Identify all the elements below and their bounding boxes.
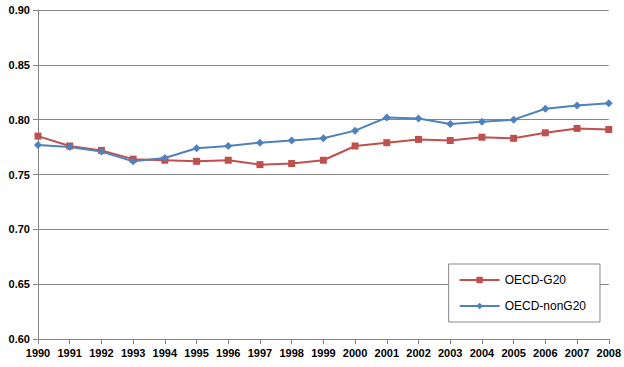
svg-text:2004: 2004 xyxy=(470,347,495,359)
svg-text:1997: 1997 xyxy=(248,347,272,359)
svg-text:1992: 1992 xyxy=(89,347,113,359)
svg-text:0.65: 0.65 xyxy=(9,278,30,290)
svg-text:2006: 2006 xyxy=(533,347,557,359)
svg-text:1995: 1995 xyxy=(184,347,208,359)
svg-text:0.85: 0.85 xyxy=(9,59,30,71)
svg-text:2002: 2002 xyxy=(406,347,430,359)
svg-text:0.80: 0.80 xyxy=(9,114,30,126)
svg-text:1991: 1991 xyxy=(57,347,81,359)
svg-text:1996: 1996 xyxy=(216,347,240,359)
svg-text:1990: 1990 xyxy=(26,347,50,359)
svg-text:2000: 2000 xyxy=(343,347,367,359)
svg-text:1994: 1994 xyxy=(153,347,178,359)
svg-text:1998: 1998 xyxy=(279,347,303,359)
svg-text:1993: 1993 xyxy=(121,347,145,359)
svg-text:OECD-G20: OECD-G20 xyxy=(505,273,567,287)
svg-text:2008: 2008 xyxy=(597,347,621,359)
svg-text:0.70: 0.70 xyxy=(9,223,30,235)
svg-text:0.75: 0.75 xyxy=(9,169,30,181)
svg-text:0.60: 0.60 xyxy=(9,333,30,345)
svg-text:2003: 2003 xyxy=(438,347,462,359)
svg-text:2001: 2001 xyxy=(375,347,399,359)
svg-text:0.90: 0.90 xyxy=(9,4,30,16)
svg-text:1999: 1999 xyxy=(311,347,335,359)
svg-text:OECD-nonG20: OECD-nonG20 xyxy=(505,299,587,313)
svg-text:2007: 2007 xyxy=(565,347,589,359)
svg-text:2005: 2005 xyxy=(501,347,525,359)
